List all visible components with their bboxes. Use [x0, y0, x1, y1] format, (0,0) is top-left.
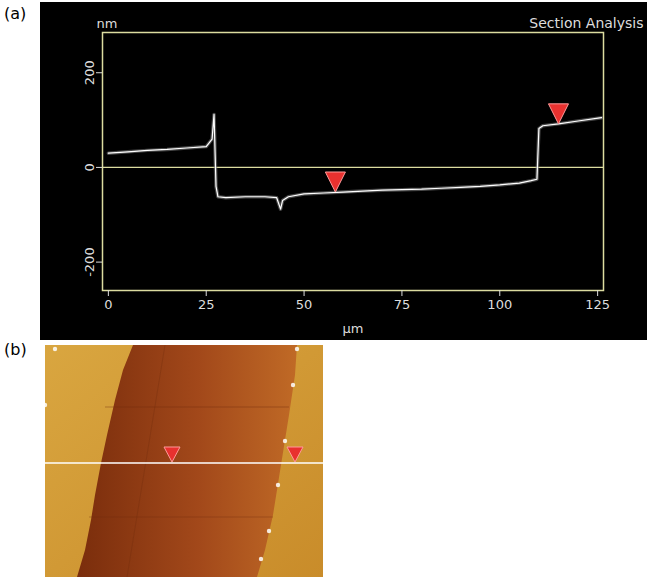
- svg-text:200: 200: [82, 60, 97, 85]
- svg-text:0: 0: [104, 297, 112, 312]
- svg-text:100: 100: [487, 297, 512, 312]
- svg-text:25: 25: [198, 297, 215, 312]
- svg-text:50: 50: [296, 297, 313, 312]
- html-text:(a): (a): [4, 4, 27, 23]
- svg-text:Section Analysis: Section Analysis: [529, 15, 643, 31]
- svg-text:nm: nm: [97, 16, 118, 31]
- svg-text:75: 75: [394, 297, 411, 312]
- svg-text:-200: -200: [82, 247, 97, 277]
- html-text:(b): (b): [4, 340, 27, 359]
- svg-text:µm: µm: [343, 321, 364, 336]
- svg-text:125: 125: [585, 297, 610, 312]
- svg-text:0: 0: [82, 163, 97, 171]
